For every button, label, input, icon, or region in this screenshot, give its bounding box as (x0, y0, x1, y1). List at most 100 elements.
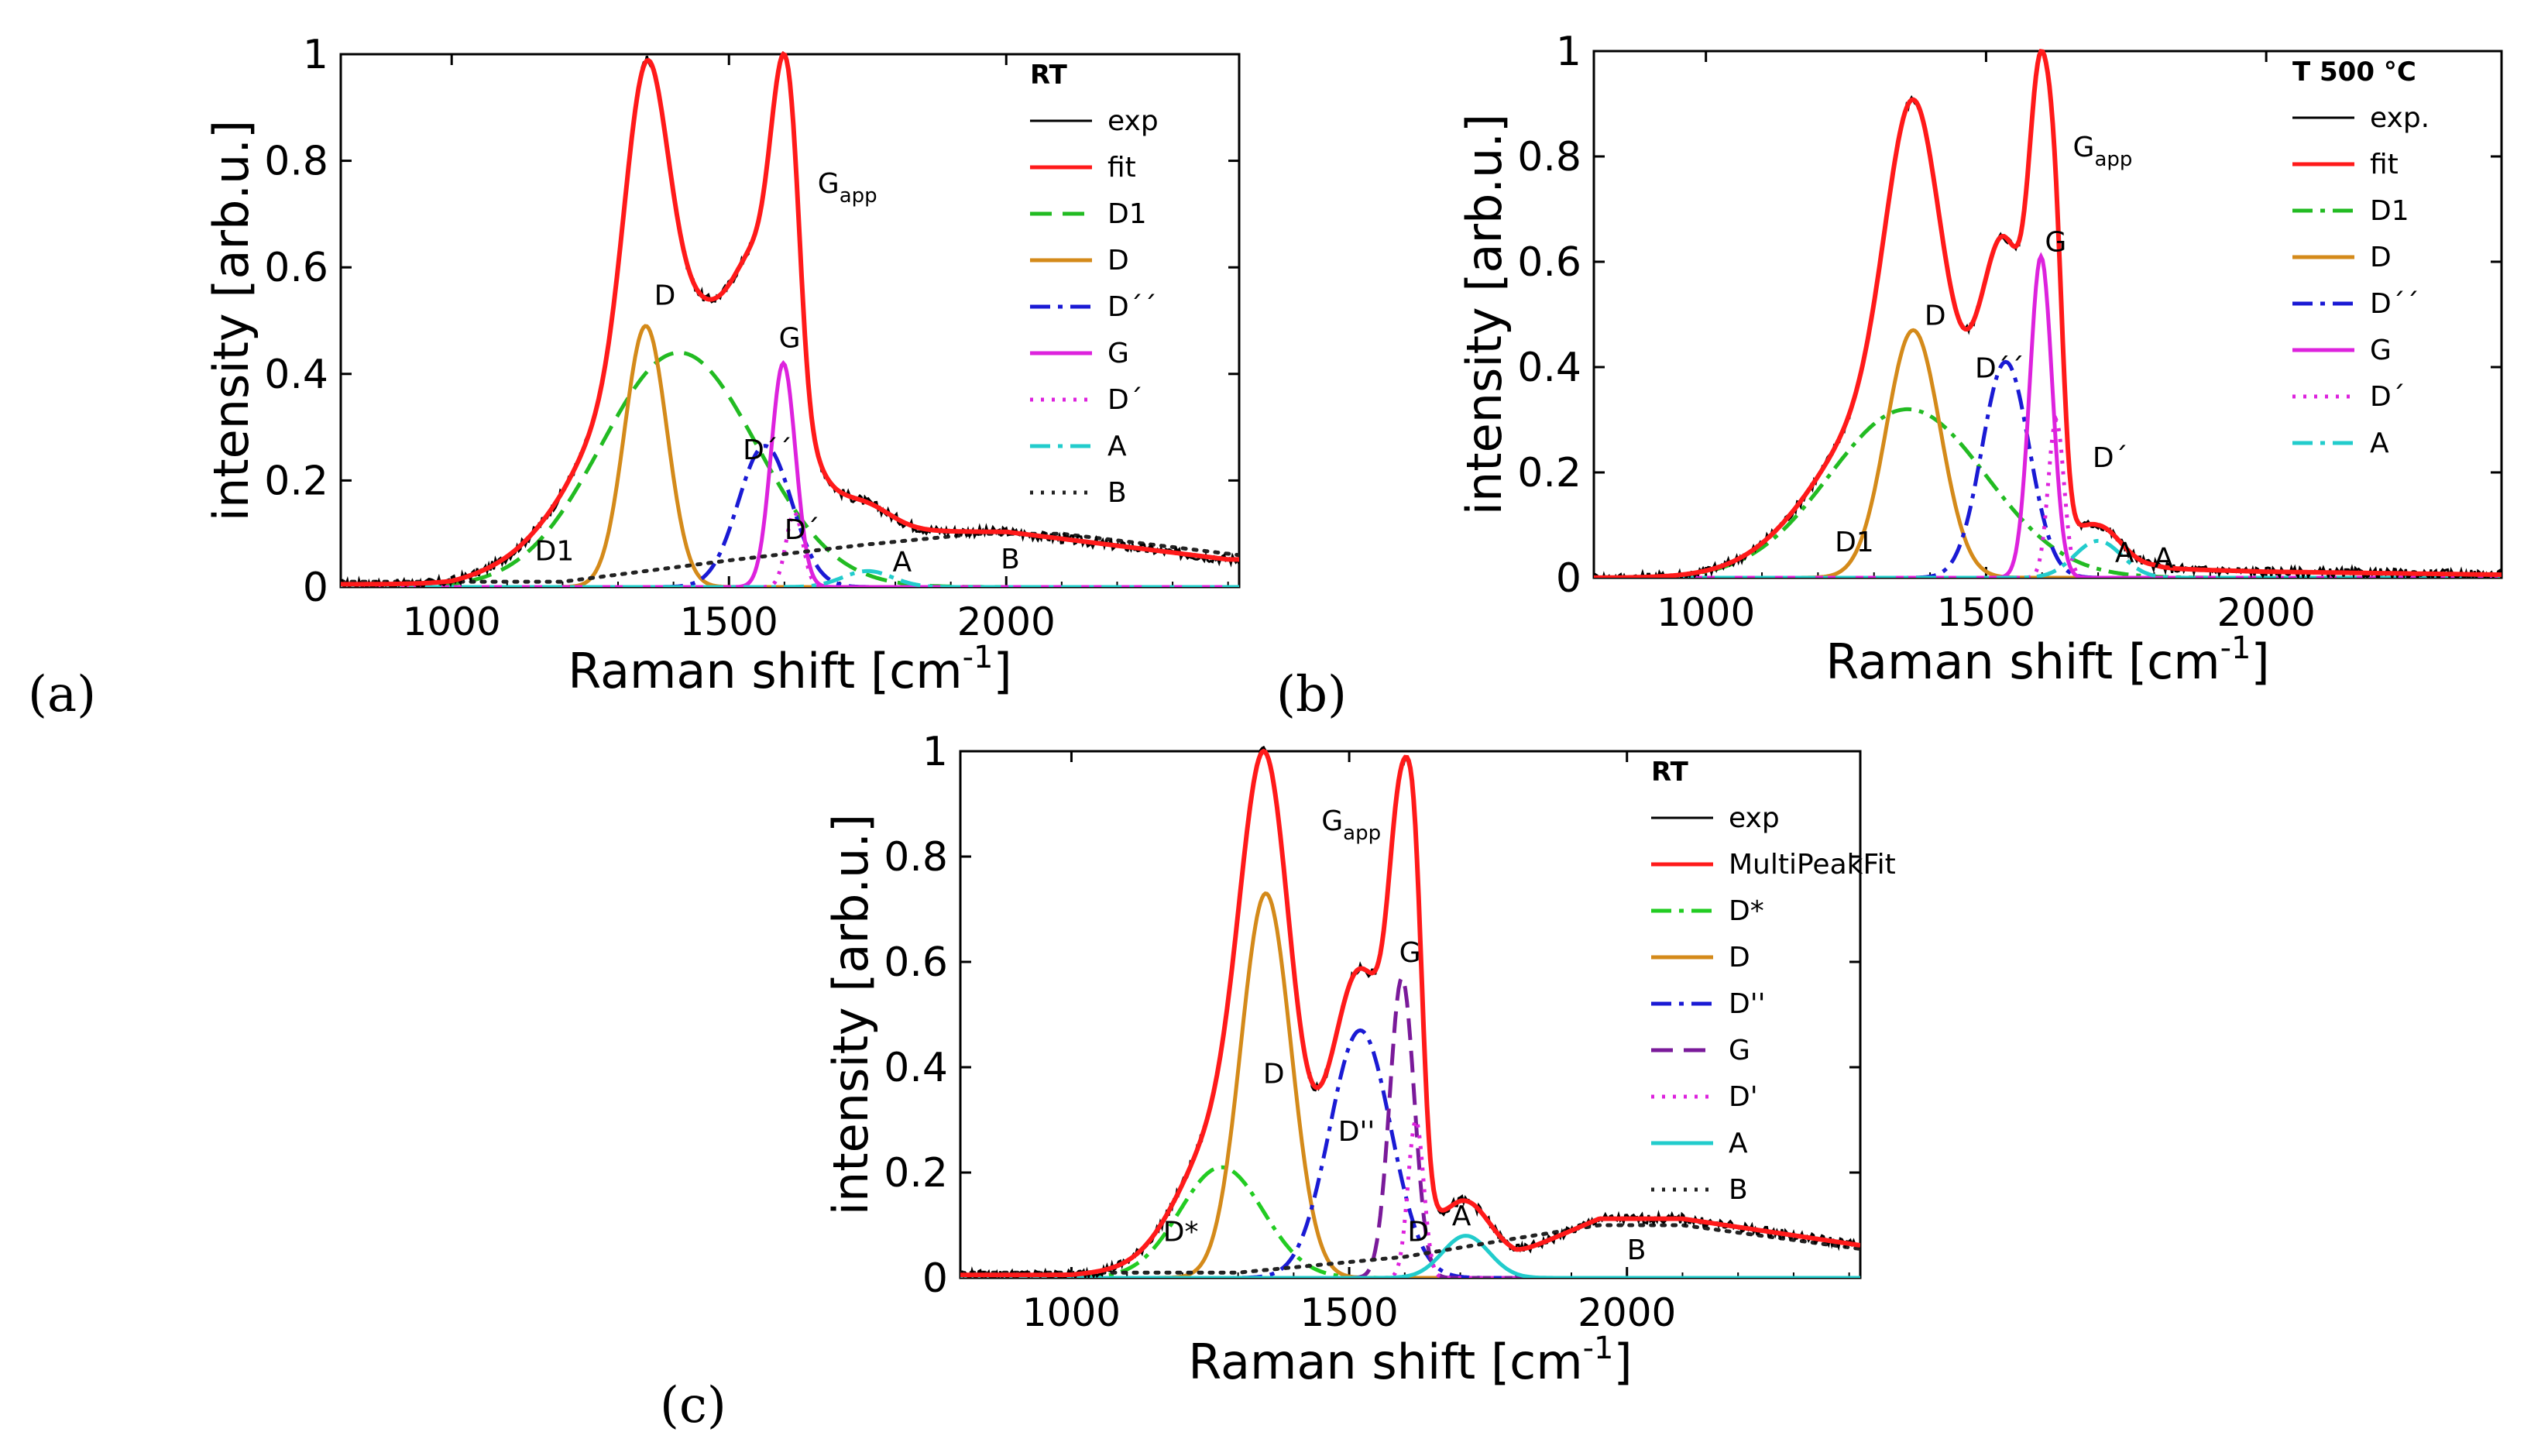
legend-entry: A (1107, 431, 1127, 462)
legend-entry: G (1107, 338, 1129, 369)
y-axis-label: intensity [arb.u.] (1456, 114, 1513, 515)
annotation-label: G (2045, 226, 2066, 258)
series-D''-line (960, 1028, 1860, 1278)
series-D*-line (960, 1165, 1860, 1278)
series-G-line (341, 359, 1239, 587)
y-tick-label: 0.2 (1517, 450, 1581, 496)
series-fit-line (341, 51, 1239, 587)
annotation-label: A (1452, 1200, 1471, 1232)
annotation-label: D (1263, 1058, 1285, 1090)
annotation-label: G (779, 322, 801, 354)
x-tick-label: 1500 (1937, 590, 2035, 635)
series-G-line (1594, 252, 2502, 578)
annotation-label: G (1399, 937, 1421, 969)
y-tick-label: 0.8 (1517, 134, 1581, 180)
y-tick-label: 0.8 (884, 834, 948, 881)
series-A-line (341, 568, 1239, 587)
legend-entry: D´´ (2370, 288, 2419, 320)
legend-entry: G (2370, 335, 2392, 366)
annotation-label: B (1001, 544, 1020, 575)
annotation-label: A (892, 546, 912, 578)
y-tick-label: 0.6 (264, 245, 328, 291)
annotation-label: A (2154, 542, 2173, 574)
legend-entry: G (1729, 1035, 1750, 1066)
panel-label-b: (b) (1276, 666, 1347, 723)
x-tick-label: 1000 (403, 599, 501, 644)
legend-entry: A (1729, 1128, 1748, 1159)
x-axis-label: Raman shift [cm-1] (1825, 630, 2269, 690)
legend-entry: MultiPeakFit (1729, 849, 1896, 881)
series-A-line (960, 1234, 1860, 1278)
legend-entry: fit (1107, 152, 1136, 184)
legend-entry: fit (2370, 149, 2399, 180)
annotation-label: D* (1163, 1216, 1199, 1248)
x-tick-label: 2000 (1578, 1290, 1676, 1335)
y-tick-label: 0.6 (1517, 239, 1581, 286)
annotation-label: D´ (2093, 442, 2128, 474)
series-fit-line (1594, 49, 2502, 578)
series-exp-line (960, 745, 1860, 1278)
series-A-line (1594, 538, 2502, 578)
legend-entry: B (1729, 1174, 1748, 1206)
annotation-label: D´´ (743, 434, 792, 466)
series-G-line (960, 974, 1860, 1278)
x-tick-label: 2000 (2217, 590, 2316, 635)
y-tick-label: 0.8 (264, 139, 328, 185)
series-B-line (960, 1223, 1860, 1275)
panel-a-plot: 1000 1500 2000 0 0.2 0.4 0.6 0.8 1 Raman shift [c… (203, 32, 1241, 699)
x-tick-label: 1000 (1022, 1290, 1121, 1335)
panel-label-a: (a) (28, 666, 97, 723)
plot-area (341, 51, 1239, 587)
annotation-label: B (1627, 1235, 1647, 1266)
series-D1-line (1594, 407, 2502, 578)
annotation-label: D´´ (1975, 353, 2024, 385)
y-tick-label: 1 (303, 32, 328, 78)
x-tick-label: 1000 (1657, 590, 1755, 635)
annotation-label: Gapp (2073, 132, 2133, 171)
x-axis-label: Raman shift [cm-1] (568, 640, 1011, 699)
series-exp-line (341, 51, 1239, 587)
annotation-label: D (1407, 1216, 1429, 1248)
legend-title: T 500 °C (2292, 57, 2416, 88)
y-axis-label: intensity [arb.u.] (203, 120, 259, 521)
annotation-label: Gapp (1321, 805, 1381, 845)
panel-c-plot: 1000 1500 2000 0 0.2 0.4 0.6 0.8 1 Raman shift [c… (822, 729, 1896, 1390)
y-tick-label: 0.4 (1517, 345, 1581, 391)
plot-frame (959, 750, 1862, 1279)
legend-entry: D´ (1107, 384, 1143, 416)
annotation-label: D (654, 280, 676, 311)
series-fit-line (960, 748, 1860, 1278)
y-tick-label: 0.4 (264, 352, 328, 398)
annotation-label: A (2115, 537, 2134, 569)
legend-entry: A (2370, 428, 2389, 459)
series-D-line (1594, 328, 2502, 578)
plot-area (960, 745, 1860, 1278)
series-D´´-line (341, 444, 1239, 587)
y-tick-label: 0.6 (884, 939, 948, 986)
panel-label-c: (c) (660, 1377, 726, 1434)
annotation-label: D1 (535, 536, 575, 568)
legend-entry: D´´ (1107, 291, 1157, 323)
legend-entry: D (1107, 245, 1129, 276)
y-tick-label: 0.2 (884, 1150, 948, 1197)
y-tick-label: 1 (1556, 29, 1581, 75)
y-tick-label: 0.2 (264, 458, 328, 504)
legend-entry: exp (1107, 105, 1159, 137)
legend-entry: B (1107, 477, 1127, 509)
legend-entry: D (2370, 242, 2392, 273)
legend-entry: D1 (2370, 195, 2409, 227)
legend-entry: exp. (2370, 102, 2430, 134)
series-D´-line (1594, 415, 2502, 578)
legend-title: RT (1651, 757, 1689, 788)
series-B-line (341, 531, 1239, 584)
y-tick-label: 0.4 (884, 1045, 948, 1091)
series-D'-line (960, 1117, 1860, 1278)
series-D1-line (341, 350, 1239, 587)
plot-area (1594, 49, 2502, 578)
legend-title: RT (1030, 60, 1068, 91)
legend-entry: D (1729, 942, 1750, 974)
annotation-label: D (1925, 300, 1946, 332)
legend-entry: exp (1729, 802, 1780, 834)
y-axis-label: intensity [arb.u.] (822, 814, 879, 1215)
